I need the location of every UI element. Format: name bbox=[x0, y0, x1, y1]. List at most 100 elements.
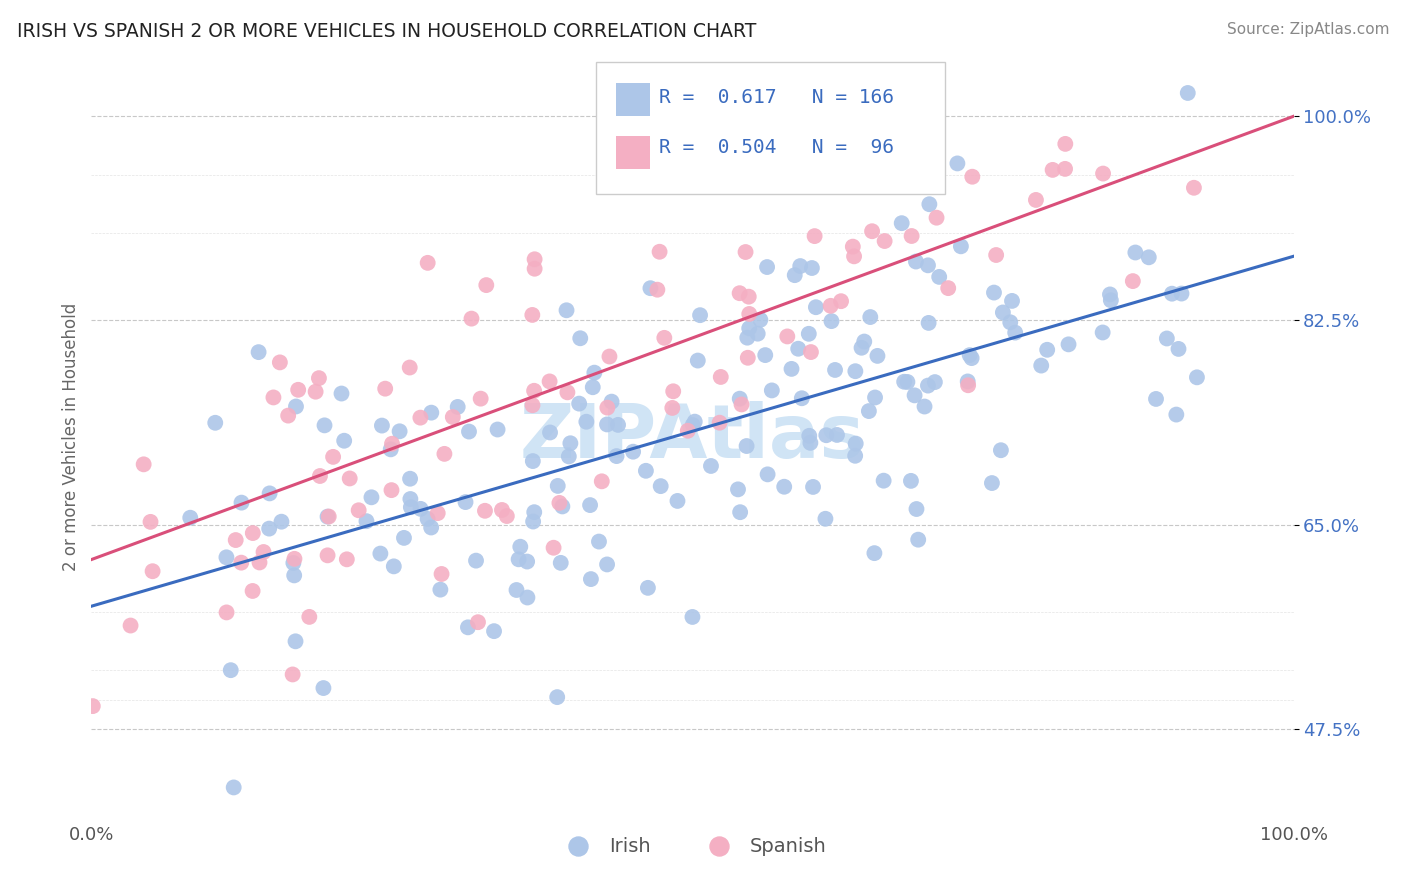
Point bbox=[676, 424, 699, 438]
Point bbox=[648, 244, 671, 259]
Point bbox=[844, 449, 866, 463]
Point bbox=[1054, 161, 1077, 176]
Point bbox=[925, 95, 948, 109]
Point bbox=[986, 248, 1008, 262]
Point bbox=[322, 450, 344, 464]
Point bbox=[858, 404, 880, 418]
Point bbox=[727, 483, 749, 497]
Point bbox=[215, 606, 238, 620]
Point bbox=[652, 331, 675, 345]
Point bbox=[790, 391, 813, 405]
Point bbox=[547, 479, 569, 493]
Point bbox=[1185, 370, 1208, 384]
Point bbox=[815, 428, 838, 442]
Point bbox=[142, 564, 165, 578]
Point bbox=[588, 534, 610, 549]
Point bbox=[575, 415, 598, 429]
Point bbox=[522, 308, 544, 322]
Point bbox=[799, 429, 821, 443]
Point bbox=[426, 506, 449, 520]
Point bbox=[523, 505, 546, 519]
Point bbox=[371, 418, 394, 433]
Point bbox=[872, 474, 894, 488]
Point bbox=[917, 316, 939, 330]
Point bbox=[754, 348, 776, 362]
Point bbox=[360, 491, 382, 505]
Point bbox=[737, 351, 759, 365]
FancyBboxPatch shape bbox=[596, 62, 945, 194]
Point bbox=[1137, 250, 1160, 264]
Point bbox=[606, 449, 628, 463]
Point bbox=[917, 378, 939, 392]
Point bbox=[1099, 293, 1122, 308]
Point bbox=[312, 681, 335, 695]
Point bbox=[1170, 286, 1192, 301]
Point bbox=[1144, 392, 1167, 406]
Point bbox=[814, 512, 837, 526]
Point bbox=[543, 541, 565, 555]
Point bbox=[789, 259, 811, 273]
Point bbox=[738, 290, 761, 304]
Point bbox=[918, 197, 941, 211]
Point bbox=[284, 634, 307, 648]
Point bbox=[416, 512, 439, 526]
Point bbox=[522, 515, 544, 529]
Point bbox=[637, 581, 659, 595]
Point bbox=[458, 425, 481, 439]
Point bbox=[851, 341, 873, 355]
Point bbox=[607, 417, 630, 432]
Point bbox=[242, 584, 264, 599]
Text: ZIPAtlas: ZIPAtlas bbox=[520, 401, 865, 474]
Point bbox=[242, 526, 264, 541]
Point bbox=[281, 667, 304, 681]
Point bbox=[1054, 136, 1077, 151]
Point bbox=[903, 388, 925, 402]
Point bbox=[917, 258, 939, 272]
Point bbox=[457, 620, 479, 634]
Point bbox=[709, 416, 731, 430]
Point bbox=[523, 252, 546, 267]
Point bbox=[900, 229, 922, 244]
Point bbox=[738, 307, 761, 321]
Point bbox=[416, 256, 439, 270]
Point bbox=[682, 417, 704, 432]
Text: R =  0.617   N = 166: R = 0.617 N = 166 bbox=[659, 88, 894, 107]
Point bbox=[863, 546, 886, 560]
Point bbox=[845, 436, 868, 450]
Point bbox=[538, 425, 561, 440]
Point bbox=[558, 450, 581, 464]
Point bbox=[579, 572, 602, 586]
FancyBboxPatch shape bbox=[616, 83, 651, 116]
Point bbox=[842, 240, 865, 254]
Point bbox=[936, 281, 959, 295]
Point bbox=[949, 239, 972, 253]
Point bbox=[392, 531, 415, 545]
Point bbox=[399, 472, 422, 486]
Point bbox=[756, 260, 779, 274]
Point bbox=[647, 283, 669, 297]
Point bbox=[231, 556, 253, 570]
Point bbox=[914, 400, 936, 414]
Point bbox=[600, 394, 623, 409]
Point bbox=[800, 260, 823, 275]
Point bbox=[946, 156, 969, 170]
Point bbox=[139, 515, 162, 529]
Point bbox=[374, 382, 396, 396]
Point bbox=[339, 471, 361, 485]
Point bbox=[356, 514, 378, 528]
Point bbox=[783, 268, 806, 282]
Point bbox=[640, 281, 662, 295]
Point bbox=[1177, 86, 1199, 100]
Point bbox=[799, 435, 821, 450]
Point bbox=[983, 285, 1005, 300]
Point bbox=[820, 299, 842, 313]
Point bbox=[820, 314, 842, 328]
Point bbox=[596, 558, 619, 572]
Point bbox=[890, 216, 912, 230]
Point bbox=[700, 458, 723, 473]
Point bbox=[1166, 408, 1188, 422]
Point bbox=[957, 378, 980, 392]
Point bbox=[420, 520, 443, 534]
Point bbox=[1025, 193, 1047, 207]
Point bbox=[269, 355, 291, 369]
